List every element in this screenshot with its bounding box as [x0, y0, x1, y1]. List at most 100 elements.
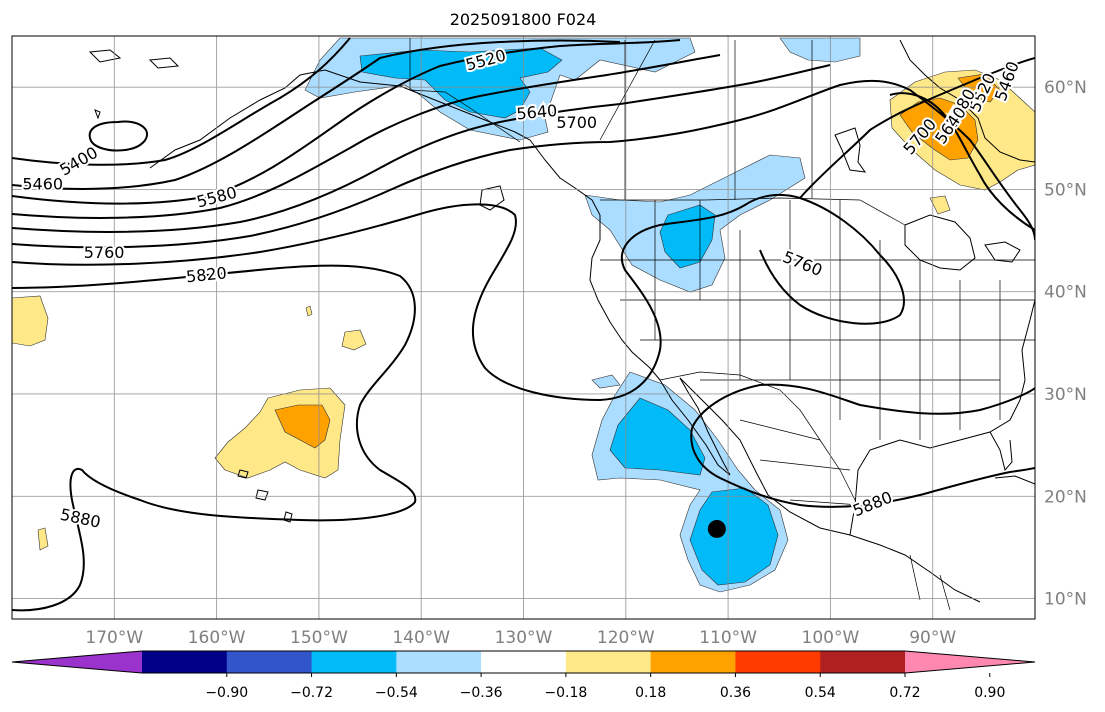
- coast-alaska-aleutians: [149, 69, 601, 216]
- gridlines: [12, 36, 1035, 619]
- contour-5640: [12, 64, 831, 233]
- border-layer: [409, 38, 1035, 611]
- contour-5460: [12, 39, 621, 190]
- colorbar: [11, 650, 1036, 674]
- storm-center-marker: [707, 519, 726, 538]
- contour-5580: [12, 54, 721, 219]
- latitude-tick-labels: 60°N 50°N 40°N 30°N 20°N 10°N: [1044, 78, 1087, 609]
- contour-label-text: 5640: [516, 101, 558, 123]
- colorbar-tick-label: 0.72: [889, 685, 920, 701]
- shade-small-yellow-1: [341, 329, 367, 351]
- contour-label-text: 5820: [185, 263, 227, 286]
- colorbar-tick-label: 0.36: [720, 685, 751, 701]
- colorbar-tick-label: −0.90: [205, 685, 248, 701]
- colorbar-extend-low: [12, 651, 142, 673]
- contour-label-text: 5460: [22, 174, 63, 193]
- shade-hudson-orange-2: [957, 73, 1001, 103]
- coastline-layer: [88, 39, 1035, 603]
- shade-hawaii-orange: [274, 404, 331, 449]
- coast-cuba: [994, 475, 1035, 485]
- contour-label-text: 5700: [556, 113, 597, 132]
- contour-label-text: 5760: [84, 243, 125, 262]
- lat-tick-label: 50°N: [1044, 180, 1087, 200]
- coast-haida: [479, 185, 505, 211]
- contour-label: 5640: [514, 99, 560, 125]
- colorbar-segment: [142, 651, 228, 673]
- figure-title: 2025091800 F024: [450, 10, 597, 29]
- lon-tick-label: 120°W: [597, 628, 655, 648]
- border-mexico-states: [739, 419, 951, 611]
- colorbar-tick-label: 0.18: [635, 685, 666, 701]
- lon-tick-label: 150°W: [290, 628, 348, 648]
- coast-us-east: [1021, 299, 1035, 381]
- colorbar-segment: [396, 651, 482, 673]
- shade-baja-mid: [609, 397, 706, 476]
- contour-east-low: [889, 92, 1035, 231]
- border-alaska-canada: [409, 38, 521, 143]
- contour-5820: [12, 264, 417, 612]
- coast-baja: [659, 377, 731, 476]
- colorbar-tick-label: 0.90: [974, 685, 1005, 701]
- shade-yukon-light: [779, 37, 861, 63]
- border-canada-provinces: [599, 39, 813, 200]
- coast-bering-islands: [88, 49, 180, 120]
- colorbar-tick-label: 0.54: [805, 685, 836, 701]
- lon-tick-label: 160°W: [188, 628, 246, 648]
- colorbar-segment: [481, 651, 567, 673]
- lat-tick-label: 30°N: [1044, 385, 1087, 405]
- contour-5400: [12, 37, 351, 166]
- colorbar-tick-label: −0.54: [375, 685, 418, 701]
- coast-hawaii: [237, 469, 293, 523]
- border-us-states: [600, 200, 1035, 440]
- contour-5520: [12, 39, 681, 205]
- colorbar-extend-high: [905, 651, 1035, 673]
- border-us-mexico: [659, 371, 856, 501]
- coast-great-lakes: [904, 214, 1021, 271]
- shade-mexico-mid: [689, 487, 779, 586]
- colorbar-tick-labels: −0.90 −0.72 −0.54 −0.36 −0.18 0.18 0.36 0.54 0.7…: [205, 673, 1005, 701]
- colorbar-segment: [650, 651, 736, 673]
- lon-tick-label: 110°W: [699, 628, 757, 648]
- shade-small-blue: [591, 374, 621, 389]
- contour-label: 5760: [82, 241, 127, 264]
- contour-5700: [12, 79, 1035, 249]
- map-frame: [11, 35, 1036, 620]
- contour-label: 5700: [554, 111, 599, 134]
- contour-label: 5460: [20, 172, 65, 195]
- border-us-canada: [600, 197, 906, 226]
- lon-tick-label: 170°W: [85, 628, 143, 648]
- lon-tick-label: 100°W: [802, 628, 860, 648]
- coast-hudson-bay: [899, 39, 1035, 163]
- lat-tick-label: 40°N: [1044, 283, 1087, 303]
- lat-tick-label: 20°N: [1044, 487, 1087, 507]
- colorbar-segment: [820, 651, 906, 673]
- colorbar-outline: [11, 650, 1036, 674]
- coast-lake-winnipeg: [834, 127, 867, 173]
- coast-florida: [989, 431, 1013, 472]
- longitude-tick-labels: 170°W 160°W 150°W 140°W 130°W 120°W 110°W 100°W…: [85, 628, 956, 648]
- lat-tick-label: 10°N: [1044, 590, 1087, 610]
- contour-5760: [12, 57, 1035, 402]
- coast-mexico-central-america: [679, 377, 981, 603]
- lat-tick-label: 60°N: [1044, 78, 1087, 98]
- coast-us-west: [589, 215, 661, 381]
- lon-tick-label: 130°W: [495, 628, 553, 648]
- shade-small-yellow-2: [37, 527, 49, 551]
- lon-tick-label: 140°W: [392, 628, 450, 648]
- colorbar-segment: [226, 651, 313, 673]
- contour-5880: [690, 383, 1035, 508]
- shade-michigan-yellow: [929, 195, 951, 215]
- contour-label: 5820: [183, 261, 229, 288]
- shade-small-yellow-3: [305, 305, 313, 317]
- height-contours: [12, 37, 1035, 612]
- colorbar-segment: [565, 651, 652, 673]
- colorbar-tick-label: −0.36: [460, 685, 503, 701]
- colorbar-segment: [735, 651, 821, 673]
- lon-tick-label: 90°W: [909, 628, 956, 648]
- colorbar-tick-label: −0.72: [290, 685, 333, 701]
- coast-gulf-of-mexico: [849, 379, 1026, 536]
- colorbar-tick-label: −0.18: [544, 685, 587, 701]
- colorbar-segment: [311, 651, 397, 673]
